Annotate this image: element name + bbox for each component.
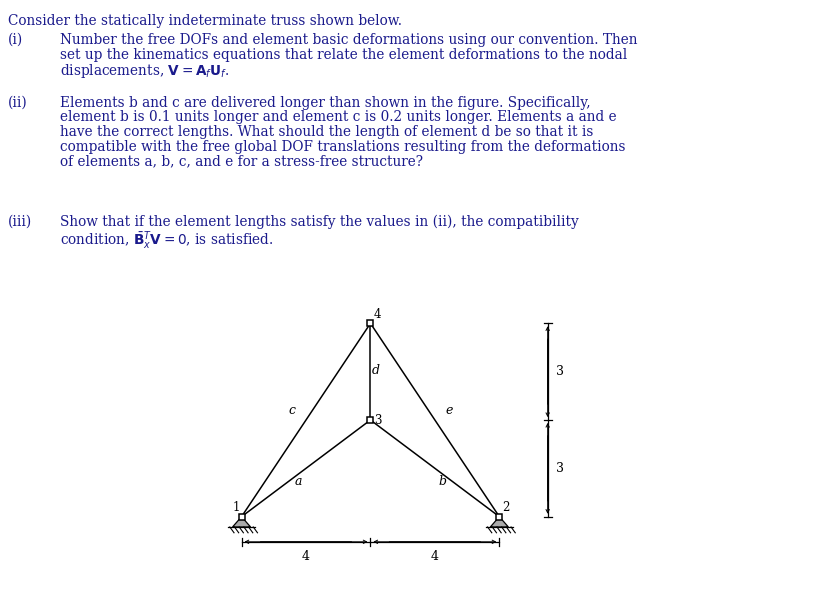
Text: of elements a, b, c, and e for a stress-free structure?: of elements a, b, c, and e for a stress-…	[60, 154, 423, 168]
Text: Consider the statically indeterminate truss shown below.: Consider the statically indeterminate tr…	[8, 14, 402, 28]
Text: c: c	[288, 404, 295, 417]
Text: have the correct lengths. What should the length of element d be so that it is: have the correct lengths. What should th…	[60, 125, 593, 139]
Polygon shape	[490, 517, 508, 527]
Text: Number the free DOFs and element basic deformations using our convention. Then: Number the free DOFs and element basic d…	[60, 33, 637, 47]
Text: 4: 4	[374, 308, 381, 321]
Text: (ii): (ii)	[8, 96, 28, 110]
Text: b: b	[439, 474, 447, 488]
Text: (iii): (iii)	[8, 215, 33, 229]
Text: condition, $\bar{\mathbf{B}}^T_x\mathbf{V} = 0$, is satisfied.: condition, $\bar{\mathbf{B}}^T_x\mathbf{…	[60, 230, 273, 252]
Text: d: d	[372, 364, 380, 376]
Text: 4: 4	[302, 550, 310, 563]
Text: 3: 3	[374, 414, 381, 427]
Text: e: e	[446, 404, 453, 417]
Text: Show that if the element lengths satisfy the values in (ii), the compatibility: Show that if the element lengths satisfy…	[60, 215, 579, 230]
Text: compatible with the free global DOF translations resulting from the deformations: compatible with the free global DOF tran…	[60, 139, 626, 153]
Text: set up the kinematics equations that relate the element deformations to the noda: set up the kinematics equations that rel…	[60, 47, 628, 61]
Text: 4: 4	[431, 550, 439, 563]
Text: element b is 0.1 units longer and element c is 0.2 units longer. Elements a and : element b is 0.1 units longer and elemen…	[60, 110, 617, 124]
Text: 3: 3	[556, 462, 564, 475]
Text: Elements b and c are delivered longer than shown in the figure. Specifically,: Elements b and c are delivered longer th…	[60, 96, 591, 110]
Text: displacements, $\mathbf{V} = \mathbf{A}_f\mathbf{U}_f$.: displacements, $\mathbf{V} = \mathbf{A}_…	[60, 62, 229, 80]
Text: 2: 2	[503, 501, 510, 514]
Text: 1: 1	[233, 501, 240, 514]
Polygon shape	[233, 517, 251, 527]
Text: (i): (i)	[8, 33, 23, 47]
Text: a: a	[295, 474, 302, 488]
Text: 3: 3	[556, 365, 564, 378]
